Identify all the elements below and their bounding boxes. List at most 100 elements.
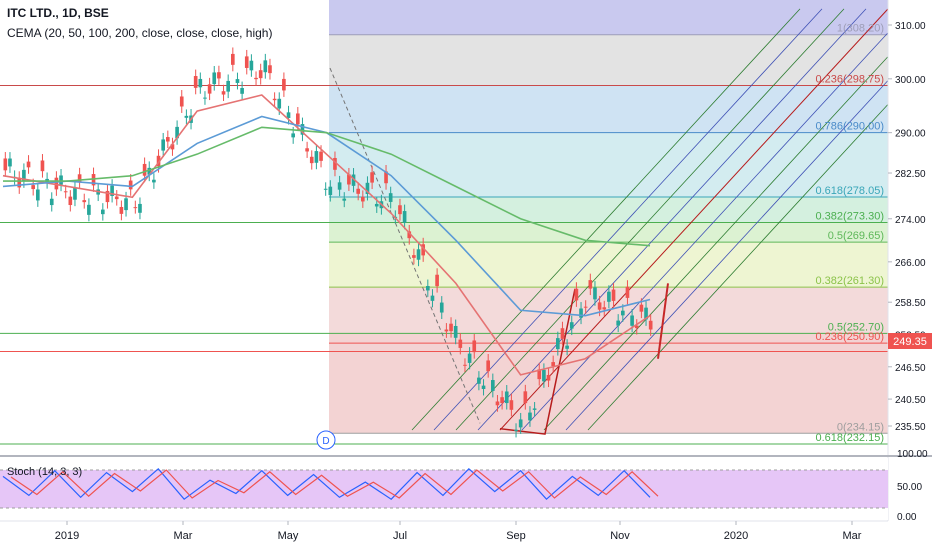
candle-body [384, 171, 388, 184]
fib-zone [329, 0, 888, 35]
candle-body [356, 188, 360, 194]
fib-zone [329, 343, 888, 434]
candle-body [518, 419, 523, 428]
y-tick-label: 290.00 [895, 129, 926, 140]
osc-tick-label: 50.00 [897, 482, 922, 493]
candle-body [54, 177, 59, 190]
candle-body [73, 187, 77, 200]
fib-labels: 1(308.20) 0.236(298.75) 0.786(290.00) 0.618… [816, 23, 885, 444]
candle-body [412, 255, 416, 258]
candle-body [648, 320, 653, 330]
candle-body [309, 156, 314, 164]
candle-body [528, 412, 532, 421]
candle-body [110, 185, 114, 196]
candle-body [565, 345, 569, 349]
pitchfork-median [499, 8, 889, 431]
candle-body [579, 308, 583, 318]
candle-body [374, 203, 379, 207]
fib-zone [329, 132, 888, 197]
candle-body [114, 196, 119, 200]
candle-body [221, 91, 226, 95]
candle-body [644, 307, 648, 320]
candle-body [105, 190, 110, 203]
candle-body [639, 304, 644, 312]
x-tick-label: 2019 [55, 530, 79, 542]
candle-body [583, 306, 588, 308]
candle-body [542, 369, 546, 382]
pitchfork-line [411, 8, 801, 431]
candle-body [486, 360, 490, 372]
fib-zone [329, 222, 888, 243]
stoch-d-line [10, 469, 659, 499]
candle-body [574, 288, 579, 301]
osc-tick-label: 0.00 [897, 512, 917, 523]
candle-body [333, 157, 337, 170]
candle-body [509, 400, 514, 410]
candle-body [49, 198, 54, 206]
candle-body [365, 182, 370, 194]
pitchfork-line [433, 8, 823, 431]
candle-body [240, 88, 244, 94]
candle-body [491, 380, 495, 391]
oscillator-title[interactable]: Stoch (14, 3, 3) [7, 466, 83, 478]
candle-body [300, 124, 305, 135]
stoch-lines [2, 467, 659, 501]
x-tick-label: 2020 [724, 530, 748, 542]
candle-body [226, 80, 230, 92]
candle-body [212, 72, 217, 85]
indicator-legend[interactable]: CEMA (20, 50, 100, 200, close, close, cl… [7, 26, 273, 40]
x-tick-label: Mar [843, 530, 862, 542]
candle-body [305, 148, 309, 152]
fib-level-label: 0.618(232.15) [816, 432, 885, 444]
x-tick-label: Nov [610, 530, 630, 542]
moving-average-lines [2, 94, 651, 376]
candle-body [328, 186, 333, 196]
candle-body [179, 96, 184, 107]
candle-body [203, 97, 207, 99]
candle-body [63, 191, 68, 193]
pitchfork-drawing[interactable] [329, 8, 932, 435]
candle-body [421, 244, 425, 256]
candle-body [314, 151, 319, 163]
forecast-arrow [657, 283, 669, 359]
price-axis[interactable] [888, 0, 932, 530]
candle-body [193, 76, 198, 88]
candle-body [398, 205, 402, 215]
candle-body [607, 291, 611, 302]
candle-body [621, 310, 625, 316]
candle-body [36, 189, 40, 201]
candle-body [119, 206, 124, 214]
stoch-k-line [2, 467, 651, 501]
dividend-event-marker[interactable] [316, 430, 336, 450]
symbol-title[interactable]: ITC LTD., 1D, BSE [7, 6, 109, 20]
fib-lines [0, 34, 888, 445]
candle-body [31, 185, 35, 190]
candle-body [40, 160, 45, 172]
time-axis[interactable] [0, 521, 932, 550]
event-marker-label: D [322, 436, 329, 447]
candle-body [560, 328, 565, 339]
candle-body [3, 158, 8, 171]
candle-body [152, 179, 156, 183]
pitchfork-line [477, 8, 867, 431]
fib-level-label: 0.382(273.30) [816, 211, 885, 223]
fib-level-label: 0.5(269.65) [828, 230, 884, 242]
candle-body [347, 174, 351, 185]
candle-body [514, 429, 518, 431]
candle-body [291, 133, 295, 138]
candle-body [435, 274, 439, 287]
candle-body [249, 60, 254, 71]
candle-body [439, 302, 444, 313]
x-tick-label: Sep [506, 530, 526, 542]
y-tick-label: 246.50 [895, 363, 926, 374]
candle-body [128, 180, 133, 190]
candle-body [458, 339, 463, 348]
candle-body [296, 113, 300, 125]
candle-body [217, 72, 221, 79]
fib-level-label: 0.236(298.75) [816, 74, 885, 86]
moving-average-line [2, 94, 651, 376]
candle-body [449, 323, 453, 332]
fib-zones [329, 0, 888, 434]
